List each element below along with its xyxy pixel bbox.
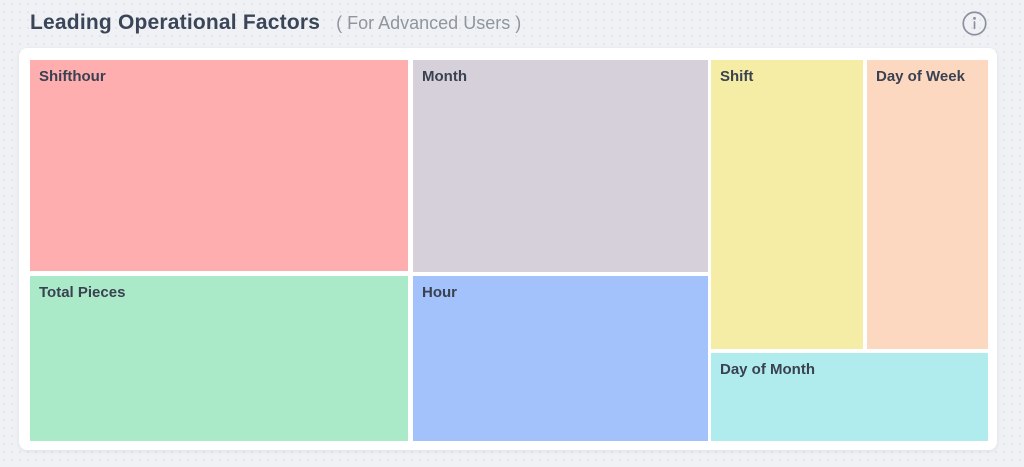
info-icon-glyph xyxy=(961,10,987,36)
treemap-tile-shifthour[interactable]: Shifthour xyxy=(30,60,408,271)
treemap-tile-shift[interactable]: Shift xyxy=(711,60,863,349)
tile-label: Month xyxy=(422,68,467,85)
page-subtitle: ( For Advanced Users ) xyxy=(336,12,522,33)
treemap-tile-hour[interactable]: Hour xyxy=(413,276,708,441)
treemap-tile-total-pieces[interactable]: Total Pieces xyxy=(30,276,408,441)
tile-label: Shifthour xyxy=(39,68,106,85)
treemap-tile-month[interactable]: Month xyxy=(413,60,708,272)
treemap-tile-day-of-month[interactable]: Day of Month xyxy=(711,353,988,441)
info-icon[interactable] xyxy=(960,9,988,37)
tile-label: Shift xyxy=(720,68,754,85)
treemap-chart: Shifthour Month Total Pieces Hour Shift Day o… xyxy=(19,48,997,450)
treemap-card: Shifthour Month Total Pieces Hour Shift Day o… xyxy=(19,48,997,450)
tile-label: Day of Month xyxy=(720,361,815,378)
page-title: Leading Operational Factors xyxy=(30,11,321,34)
treemap-tile-day-of-week[interactable]: Day of Week xyxy=(867,60,988,349)
tile-label: Day of Week xyxy=(876,68,965,85)
tile-label: Hour xyxy=(422,284,457,301)
header: Leading Operational Factors ( For Advanc… xyxy=(30,0,521,46)
tile-label: Total Pieces xyxy=(39,284,126,301)
